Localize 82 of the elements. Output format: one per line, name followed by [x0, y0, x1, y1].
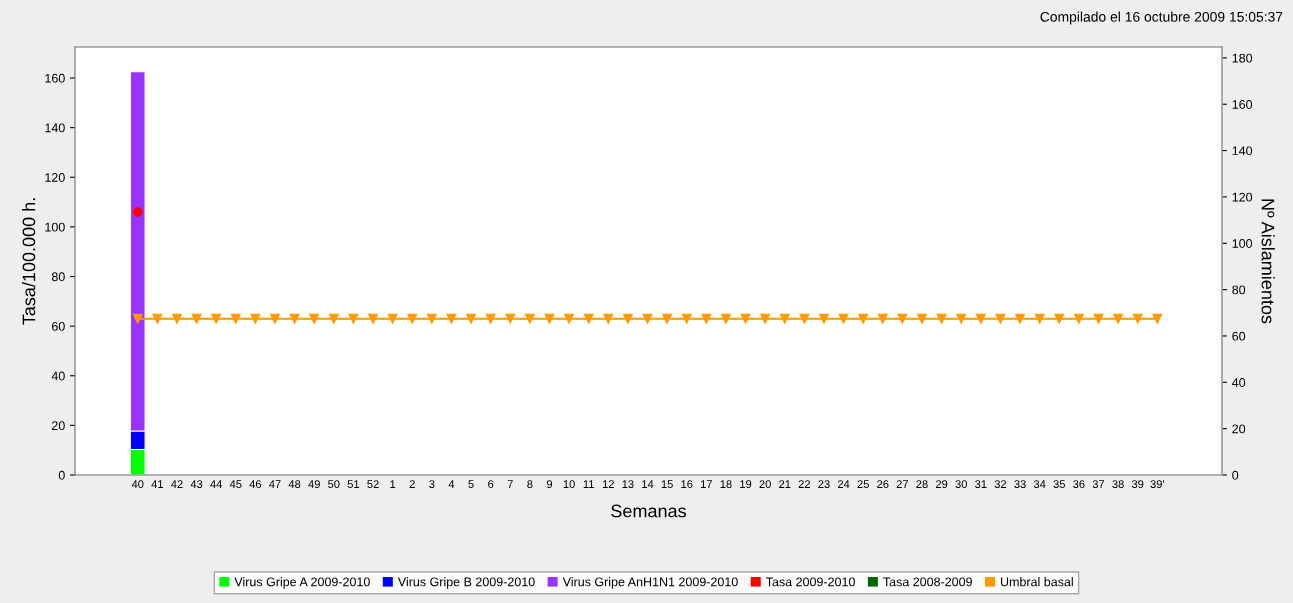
y-tick-label: 20: [52, 421, 65, 431]
x-tick-label: 14: [642, 480, 654, 488]
x-tick-label: 24: [837, 480, 850, 488]
y-tick-label: 120: [45, 173, 65, 182]
x-tick-label: 51: [347, 480, 360, 489]
x-tick-label: 19: [740, 480, 752, 489]
x-tick-label: 2: [409, 480, 415, 488]
legend-label: Virus Gripe AnH1N1 2009-2010: [562, 577, 738, 589]
x-tick-label: 15: [661, 480, 673, 489]
x-tick-label: 33: [1014, 480, 1026, 489]
y2-tick-label: 40: [1232, 378, 1246, 387]
x-tick-label: 3: [429, 480, 435, 489]
y2-tick-label: 80: [1232, 285, 1246, 295]
x-tick-label: 23: [818, 480, 830, 489]
x-tick-label: 21: [779, 480, 791, 488]
x-tick-label: 22: [798, 480, 810, 488]
x-tick-label: 6: [488, 480, 494, 489]
x-tick-label: 32: [994, 480, 1007, 489]
legend-label: Umbral basal: [1000, 577, 1073, 587]
y2-tick-label: 180: [1232, 53, 1253, 63]
x-tick-label: 5: [468, 480, 474, 489]
x-tick-label: 17: [701, 480, 712, 488]
y2-tick-label: 160: [1232, 100, 1253, 109]
y2-tick-label: 120: [1232, 192, 1253, 202]
x-tick-label: 50: [328, 480, 340, 489]
x-tick-label: 13: [622, 480, 634, 489]
x-tick-label: 18: [720, 480, 732, 489]
x-tick-label: 44: [210, 480, 223, 488]
x-tick-label: 26: [877, 480, 889, 489]
x-tick-label: 52: [367, 480, 379, 489]
x-tick-label: 41: [151, 480, 163, 488]
x-tick-label: 25: [857, 480, 869, 489]
x-tick-label: 28: [916, 480, 928, 489]
x-tick-label: 30: [955, 480, 967, 489]
y-tick-label: 80: [51, 272, 65, 282]
x-tick-label: 1: [390, 480, 396, 488]
y2-tick-label: 60: [1232, 331, 1246, 341]
y2-tick-label: 140: [1232, 146, 1253, 156]
x-tick-label: 36: [1073, 480, 1085, 489]
y-tick-label: 160: [45, 73, 65, 83]
x-tick-label: 8: [527, 480, 533, 489]
x-tick-label: 12: [602, 480, 614, 488]
legend-label: Tasa 2009-2010: [766, 577, 855, 587]
x-axis-title: Semanas: [611, 504, 686, 518]
x-tick-label: 27: [896, 480, 909, 488]
x-tick-label: 49: [308, 480, 320, 489]
x-tick-label: 37: [1092, 480, 1105, 489]
y-tick-label: 0: [58, 470, 65, 480]
y-tick-label: 100: [45, 222, 65, 232]
x-tick-label: 39: [1131, 480, 1144, 489]
y2-tick-label: 0: [1232, 470, 1239, 480]
x-tick-label: 47: [269, 480, 281, 488]
x-tick-label: 11: [583, 480, 594, 488]
x-tick-label: 45: [229, 480, 242, 489]
x-tick-label: 40: [131, 480, 144, 489]
text: Compilado el 16 octubre 2009 15:05:37: [1040, 11, 1283, 25]
x-tick-label: 39': [1150, 480, 1164, 489]
y-tick-label: 60: [52, 321, 65, 331]
x-tick-label: 31: [975, 480, 987, 489]
x-tick-label: 35: [1053, 480, 1065, 489]
y-tick-label: 40: [51, 371, 65, 381]
y-axis-title: Tasa/100.000 h.: [22, 198, 36, 325]
x-tick-label: 43: [190, 480, 203, 489]
y-tick-label: 140: [45, 123, 65, 133]
x-tick-label: 9: [546, 480, 553, 489]
x-tick-label: 48: [288, 480, 301, 489]
x-tick-label: 46: [249, 480, 262, 489]
x-tick-label: 42: [171, 480, 183, 488]
legend-label: Tasa 2008-2009: [883, 577, 972, 587]
x-tick-label: 20: [759, 480, 771, 489]
legend-label: Virus Gripe A 2009-2010: [234, 577, 370, 589]
x-tick-label: 16: [681, 480, 693, 489]
x-tick-label: 38: [1112, 480, 1124, 489]
x-tick-label: 34: [1033, 480, 1046, 489]
legend-label: Virus Gripe B 2009-2010: [397, 577, 535, 589]
y2-axis-title: Nº Aislamientos: [1261, 199, 1275, 324]
x-tick-label: 10: [563, 480, 575, 489]
y2-tick-label: 20: [1232, 424, 1246, 434]
x-tick-label: 4: [448, 480, 455, 488]
x-tick-label: 29: [936, 480, 948, 489]
x-tick-label: 7: [507, 480, 513, 488]
y2-tick-label: 100: [1232, 239, 1253, 248]
